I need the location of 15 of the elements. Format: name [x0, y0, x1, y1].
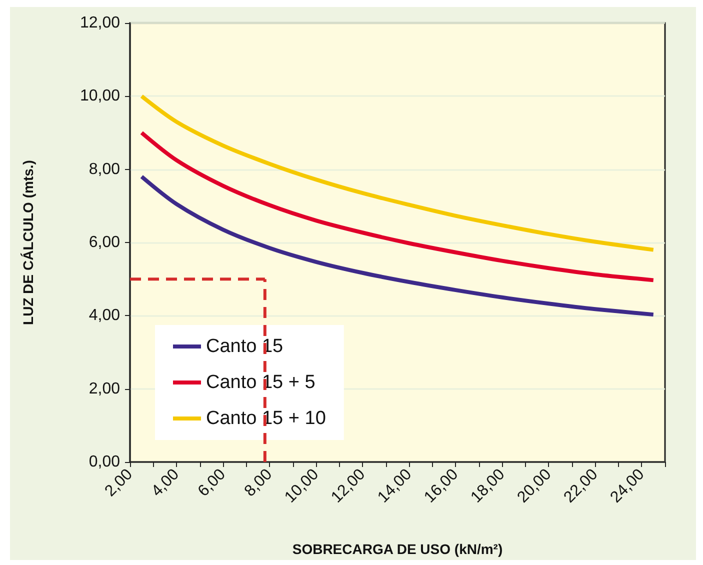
- x-tick-label: 8,00: [242, 466, 276, 500]
- y-tick-label: 2,00: [88, 380, 120, 398]
- y-tick-label: 6,00: [88, 234, 120, 251]
- line-series: [140, 174, 656, 317]
- y-tick-label: 10,00: [80, 88, 120, 105]
- y-tick-label: 0,00: [88, 454, 120, 470]
- x-tick-label: 6,00: [195, 466, 230, 500]
- y-tick-label: 4,00: [88, 307, 120, 324]
- x-axis-title: SOBRECARGA DE USO (kN/m²): [292, 541, 503, 557]
- y-axis-title: LUZ DE CÁLCULO (mts.): [20, 160, 36, 325]
- y-tick-label: 12,00: [80, 14, 120, 32]
- line-series: [140, 94, 656, 252]
- y-tick-label: 8,00: [88, 160, 120, 178]
- line-series: [140, 130, 656, 282]
- x-tick-label: 4,00: [148, 466, 183, 500]
